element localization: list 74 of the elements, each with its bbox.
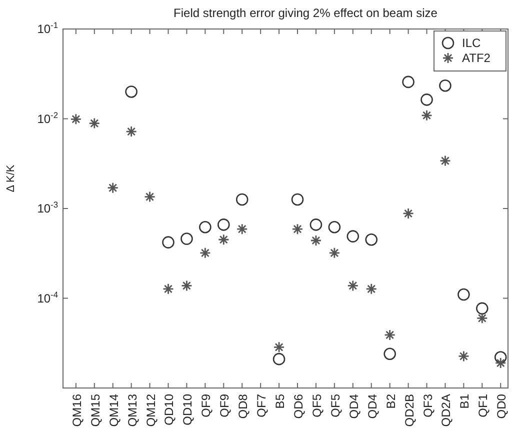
point	[328, 220, 341, 234]
point	[384, 348, 396, 360]
x-tick-label: QF5	[328, 394, 342, 418]
x-tick-label: QF9	[199, 394, 214, 418]
point	[199, 247, 211, 259]
point	[328, 247, 340, 259]
point	[366, 283, 378, 295]
x-tick-label: QD0	[494, 394, 509, 419]
point	[180, 232, 193, 245]
point	[347, 280, 359, 292]
point	[236, 223, 248, 235]
x-tick-label: B2	[384, 394, 398, 409]
x-tick-label: QD2A	[439, 394, 454, 427]
point	[126, 126, 138, 138]
point	[365, 233, 378, 246]
point	[88, 118, 100, 129]
point	[476, 312, 488, 324]
point	[310, 218, 322, 231]
point	[199, 220, 212, 234]
x-tick-label: B5	[273, 394, 288, 409]
point	[402, 76, 414, 88]
point	[384, 329, 396, 341]
point	[291, 193, 304, 206]
x-tick-label: B1	[458, 394, 472, 409]
x-tick-label: QF5	[310, 394, 324, 418]
point	[273, 341, 285, 353]
x-tick-label: QM12	[144, 394, 158, 427]
x-tick-label: QF9	[218, 394, 232, 418]
x-tick-label: QM14	[106, 394, 121, 427]
x-tick-label: QD8	[236, 394, 250, 419]
point	[107, 182, 119, 194]
point	[458, 288, 470, 301]
chart-title: Field strength error giving 2% effect on beam size	[174, 6, 438, 20]
y-tick-label: 10$^{-3}$	[37, 200, 58, 216]
point	[402, 208, 414, 220]
point	[162, 236, 174, 248]
x-tick-label: QM13	[125, 394, 140, 427]
x-tick-label: QF3	[420, 394, 435, 418]
point	[440, 155, 451, 166]
point	[476, 302, 488, 315]
point	[421, 110, 432, 122]
point	[346, 230, 360, 242]
point	[494, 357, 506, 369]
point	[292, 223, 304, 235]
x-tick-label: QD10	[162, 394, 176, 426]
x-tick-label: QD4	[365, 394, 380, 419]
x-tick-label: QD2B	[402, 394, 416, 427]
x-tick-label: QD6	[292, 394, 306, 419]
point	[236, 193, 248, 206]
point	[458, 350, 470, 362]
legend-label: ATF2	[462, 51, 491, 65]
point	[310, 234, 322, 246]
point	[70, 113, 82, 125]
x-tick-label: QM15	[88, 394, 102, 427]
point	[494, 351, 507, 364]
x-tick-label: QD4	[346, 394, 361, 419]
point	[439, 79, 452, 92]
point	[181, 280, 192, 292]
y-tick-label: 10$^{-2}$	[37, 110, 58, 126]
legend-label: ILC	[462, 36, 482, 50]
point	[218, 234, 230, 246]
point	[217, 218, 230, 231]
y-axis-title: Δ K/K	[5, 164, 17, 192]
point	[272, 352, 286, 366]
y-tick-label: 10$^{-4}$	[37, 289, 58, 306]
y-tick-label: 10$^{-1}$	[37, 20, 58, 36]
point	[125, 86, 138, 98]
x-tick-label: QM16	[70, 394, 84, 427]
x-tick-label: QD10	[180, 394, 195, 426]
x-tick-label: QF1	[476, 394, 490, 418]
point	[162, 283, 174, 295]
x-tick-label: QF7	[254, 394, 269, 418]
point	[420, 94, 433, 106]
point	[144, 191, 156, 203]
